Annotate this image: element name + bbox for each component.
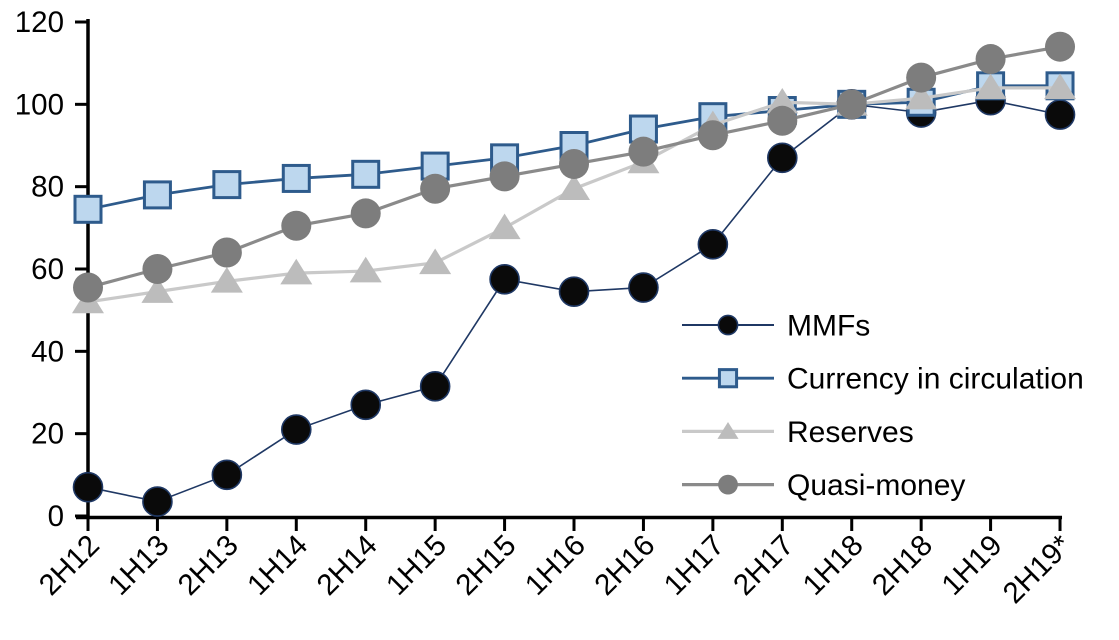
quasi-money-marker: [1045, 31, 1076, 62]
quasi-money-marker: [767, 105, 798, 136]
quasi-money-marker: [697, 120, 728, 151]
reserves-marker: [488, 213, 521, 240]
quasi-money-marker: [559, 149, 590, 180]
mmfs-marker: [766, 142, 798, 174]
mmfs-marker: [419, 371, 451, 402]
quasi-money-marker: [906, 62, 937, 93]
quasi-money-marker: [975, 44, 1006, 75]
reserves-marker: [419, 248, 452, 275]
quasi-money-marker: [281, 210, 312, 241]
reserves-marker: [210, 267, 243, 293]
quasi-money-marker: [489, 161, 520, 192]
currency-in-circulation-marker: [142, 180, 172, 210]
legend-item-quasi-money: Quasi-money: [682, 469, 965, 502]
mmfs-marker: [489, 263, 520, 295]
quasi-money-marker: [142, 254, 173, 284]
quasi-money-marker: [73, 272, 103, 303]
reserves-marker: [766, 87, 799, 114]
y-axis-tick-label: 40: [31, 335, 64, 368]
legend-label: Currency in circulation: [787, 363, 1084, 396]
currency-in-circulation-marker: [281, 163, 311, 193]
legend-item-mmfs: MMFs: [682, 310, 870, 343]
reserves-marker: [558, 174, 591, 200]
legend-label: Reserves: [787, 416, 914, 449]
mmfs-marker: [280, 414, 312, 445]
quasi-money-marker: [211, 237, 242, 268]
currency-in-circulation-marker: [73, 194, 103, 224]
mmfs-marker: [697, 229, 729, 260]
legend-label: Quasi-money: [787, 469, 965, 502]
reserves-marker: [349, 256, 382, 283]
series-quasi-money: [73, 31, 1076, 303]
reserves-legend-marker: [717, 421, 739, 439]
currency-in-circulation-marker: [212, 170, 242, 200]
mmfs-marker: [558, 276, 590, 307]
reserves-marker: [905, 83, 938, 110]
y-axis-tick-label: 20: [31, 418, 64, 451]
mmfs-marker: [72, 471, 104, 503]
legend-label: MMFs: [787, 310, 870, 343]
legend-item-currency-in-circulation: Currency in circulation: [682, 363, 1084, 396]
mmfs-marker: [1044, 99, 1076, 130]
currency-in-circulation-legend-marker: [717, 368, 739, 389]
quasi-money-legend-marker: [718, 474, 738, 495]
quasi-money-marker: [350, 198, 381, 229]
y-axis-tick-label: 80: [31, 171, 64, 204]
legend-item-reserves: Reserves: [682, 416, 914, 449]
mmfs-marker: [628, 272, 659, 303]
y-axis-tick-label: 0: [48, 500, 64, 533]
reserves-marker: [974, 73, 1007, 100]
quasi-money-marker: [628, 136, 659, 167]
mmfs-marker: [350, 389, 382, 421]
reserves-marker: [280, 258, 313, 285]
currency-in-circulation-marker: [351, 159, 381, 189]
legend: MMFs Currency in circulation Reserves Quasi…: [682, 310, 1084, 502]
mmfs-marker: [142, 486, 173, 517]
mmfs-marker: [211, 459, 243, 491]
mmfs-legend-marker: [717, 314, 739, 336]
reserves-marker: [141, 277, 174, 303]
quasi-money-marker: [420, 173, 451, 204]
y-axis-tick-label: 60: [31, 253, 64, 286]
reserves-marker: [1044, 73, 1077, 100]
quasi-money-marker: [836, 89, 867, 120]
y-axis-tick-label: 100: [15, 88, 64, 121]
y-axis-tick-label: 120: [15, 6, 64, 39]
